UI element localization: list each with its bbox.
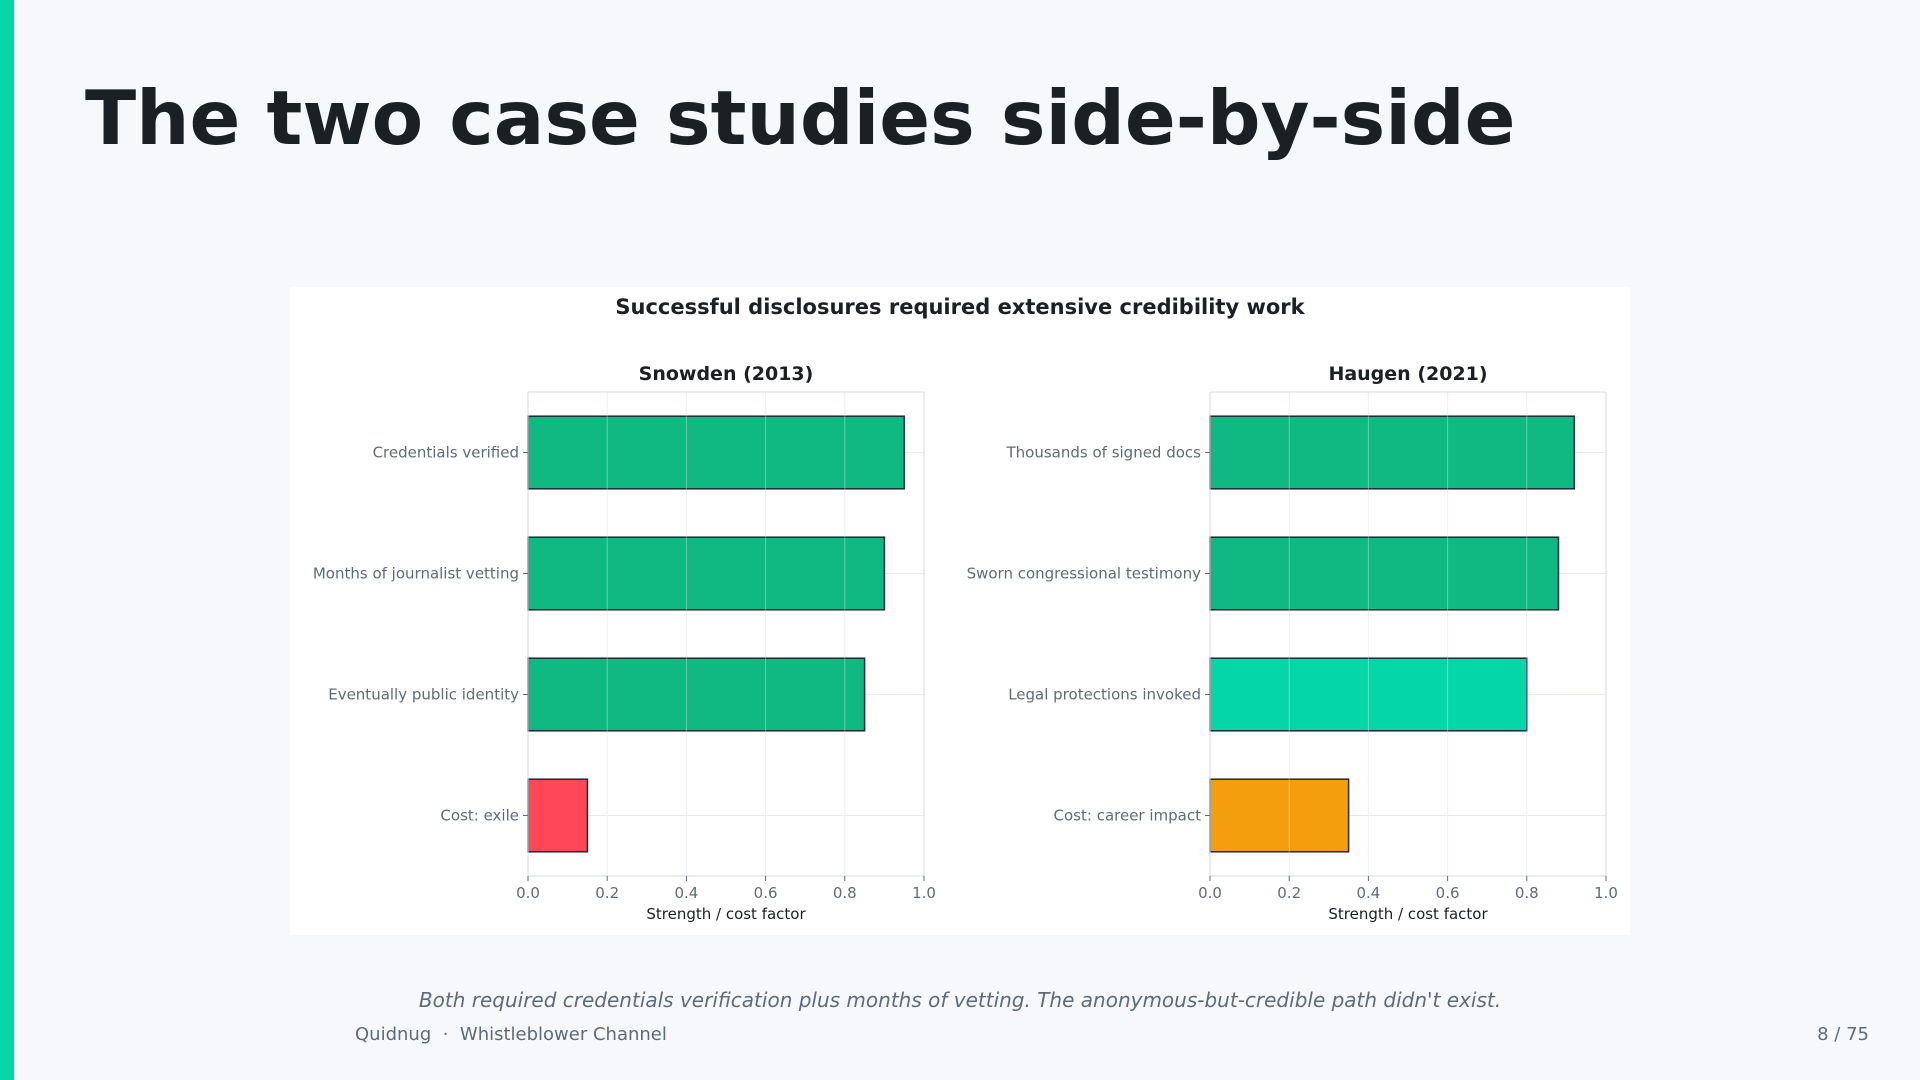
footer-brand: Quidnug bbox=[355, 1024, 432, 1045]
tick-label-x: 0.4 bbox=[674, 884, 698, 902]
tick-label-x: 1.0 bbox=[912, 884, 936, 902]
accent-bar bbox=[0, 0, 14, 1080]
slide-title: The two case studies side-by-side bbox=[85, 74, 1516, 162]
plot-frame bbox=[527, 391, 925, 877]
bar bbox=[1209, 536, 1560, 611]
tick-label-x: 0.4 bbox=[1356, 884, 1380, 902]
chart-panel-1: Credentials verified Months of journalist… bbox=[313, 363, 936, 923]
tick-label-x: 0.0 bbox=[516, 884, 540, 902]
bar bbox=[527, 778, 589, 853]
bar bbox=[527, 536, 886, 611]
chart-suptitle: Successful disclosures required extensiv… bbox=[615, 295, 1305, 319]
tick-label-y: Eventually public identity bbox=[328, 686, 519, 704]
tick-label-y: Months of journalist vetting bbox=[313, 565, 519, 583]
tick-label-y: Cost: career impact bbox=[1054, 807, 1202, 825]
chart-figure: Successful disclosures required extensiv… bbox=[290, 287, 1630, 935]
footer-left: Quidnug · Whistleblower Channel bbox=[355, 1024, 667, 1045]
chart-title: Snowden (2013) bbox=[639, 363, 814, 385]
bar bbox=[527, 657, 866, 732]
tick-label-y: Credentials verified bbox=[373, 444, 519, 462]
tick-label-y: Thousands of signed docs bbox=[1006, 444, 1202, 462]
tick-label-y: Legal protections invoked bbox=[1008, 686, 1201, 704]
tick-label-x: 0.6 bbox=[754, 884, 778, 902]
axis-label-x: Strength / cost factor bbox=[646, 905, 806, 923]
tick-label-x: 1.0 bbox=[1594, 884, 1618, 902]
bar bbox=[527, 415, 905, 490]
footer-channel: Whistleblower Channel bbox=[459, 1024, 667, 1045]
page-number: 8 / 75 bbox=[1817, 1024, 1869, 1045]
bar bbox=[1209, 657, 1528, 732]
tick-label-x: 0.8 bbox=[833, 884, 857, 902]
tick-label-x: 0.2 bbox=[1277, 884, 1301, 902]
tick-label-x: 0.6 bbox=[1436, 884, 1460, 902]
footer-separator: · bbox=[442, 1024, 449, 1045]
bar bbox=[1209, 778, 1350, 853]
plot-frame bbox=[1209, 391, 1607, 877]
chart-svg: Successful disclosures required extensiv… bbox=[313, 295, 1618, 923]
bar bbox=[1209, 415, 1576, 490]
slide-caption: Both required credentials verification p… bbox=[418, 988, 1502, 1012]
axis-label-x: Strength / cost factor bbox=[1328, 905, 1488, 923]
tick-label-x: 0.0 bbox=[1198, 884, 1222, 902]
tick-label-y: Cost: exile bbox=[440, 807, 519, 825]
tick-label-x: 0.2 bbox=[595, 884, 619, 902]
chart-panel-2: Thousands of signed docs Sworn congressio… bbox=[967, 363, 1618, 923]
chart-title: Haugen (2021) bbox=[1328, 363, 1487, 385]
tick-label-x: 0.8 bbox=[1515, 884, 1539, 902]
tick-label-y: Sworn congressional testimony bbox=[967, 565, 1202, 583]
